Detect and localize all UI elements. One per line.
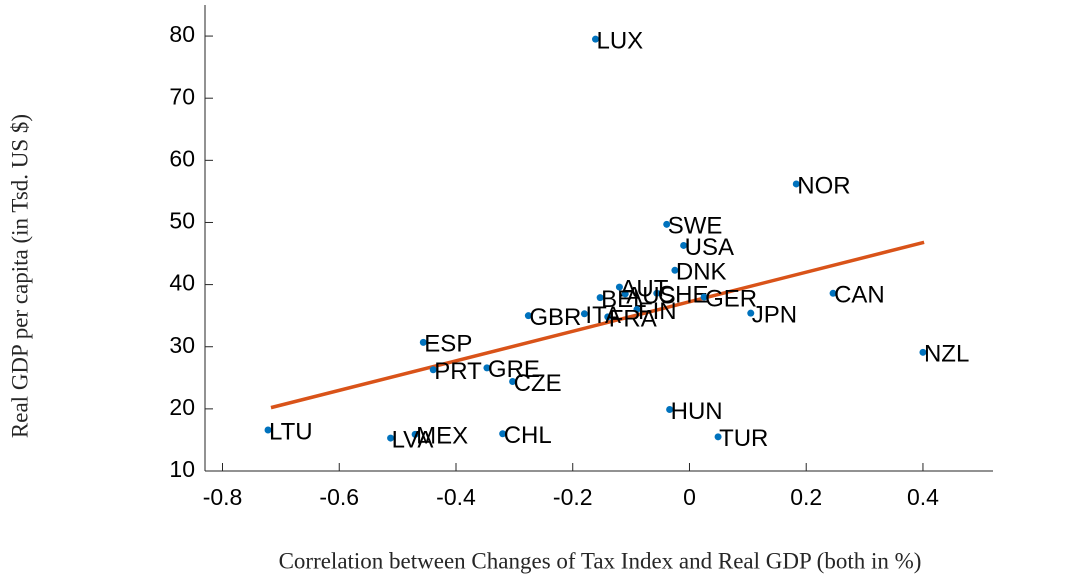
y-tick-label: 40 <box>169 270 195 296</box>
point-label: NOR <box>797 172 850 199</box>
x-tick-label: -0.4 <box>436 484 476 510</box>
point-label: AUT <box>620 275 668 302</box>
y-axis-label: Real GDP per capita (in Tsd. US $) <box>7 114 32 438</box>
point-label: TUR <box>719 425 768 452</box>
point <box>419 338 427 346</box>
point <box>747 309 755 317</box>
point-label: GER <box>705 285 757 312</box>
point-label: CHE <box>658 282 709 309</box>
point <box>387 434 395 442</box>
y-tick-label: 70 <box>169 83 195 109</box>
point-label: SWE <box>668 213 723 240</box>
x-axis-label: Correlation between Changes of Tax Index… <box>279 548 922 573</box>
point-label: LVA <box>392 426 434 453</box>
x-tick-label: -0.8 <box>203 484 243 510</box>
point-label: CZE <box>514 370 562 397</box>
point-label: USA <box>685 234 734 261</box>
point-label: LUX <box>596 28 643 55</box>
point <box>591 35 599 43</box>
point <box>596 294 604 302</box>
point <box>663 220 671 228</box>
point-label: GBR <box>529 304 581 331</box>
point-label: NZL <box>924 341 969 368</box>
point <box>264 426 272 434</box>
x-tick-label: -0.2 <box>553 484 593 510</box>
point <box>509 378 517 386</box>
y-tick-label: 20 <box>169 394 195 420</box>
point-label: CHL <box>504 422 552 449</box>
fit-line <box>270 240 925 410</box>
x-tick-label: 0.4 <box>907 484 939 510</box>
point-label: FRA <box>609 305 657 332</box>
y-tick-label: 10 <box>169 456 195 482</box>
point-label: ESP <box>424 331 472 358</box>
point <box>411 430 419 438</box>
point <box>653 289 661 297</box>
point-label: CAN <box>834 282 885 309</box>
x-tick-label: -0.6 <box>319 484 359 510</box>
point <box>671 266 679 274</box>
point <box>829 289 837 297</box>
point <box>633 305 641 313</box>
point <box>580 310 588 318</box>
point <box>680 241 688 249</box>
y-tick-label: 80 <box>169 21 195 47</box>
point-label: JPN <box>752 302 797 329</box>
point-label: MEX <box>416 423 468 450</box>
point <box>621 290 629 298</box>
point-label: PRT <box>434 358 482 385</box>
point-label: AUS <box>626 282 675 309</box>
point-label: FIN <box>638 298 677 325</box>
point <box>714 433 722 441</box>
point-label: LTU <box>269 418 313 445</box>
point <box>483 364 491 372</box>
point <box>792 180 800 188</box>
point <box>615 283 623 291</box>
y-tick-label: 60 <box>169 145 195 171</box>
x-tick-label: 0 <box>683 484 696 510</box>
point <box>524 312 532 320</box>
point <box>919 348 927 356</box>
point <box>604 313 612 321</box>
y-tick-label: 30 <box>169 332 195 358</box>
point-label: HUN <box>671 398 723 425</box>
y-tick-label: 50 <box>169 208 195 234</box>
point-label: ITA <box>585 302 621 329</box>
x-tick-label: 0.2 <box>790 484 822 510</box>
point <box>429 366 437 374</box>
point <box>499 430 507 438</box>
point-label: DNK <box>676 259 727 286</box>
point <box>666 405 674 413</box>
point <box>700 293 708 301</box>
